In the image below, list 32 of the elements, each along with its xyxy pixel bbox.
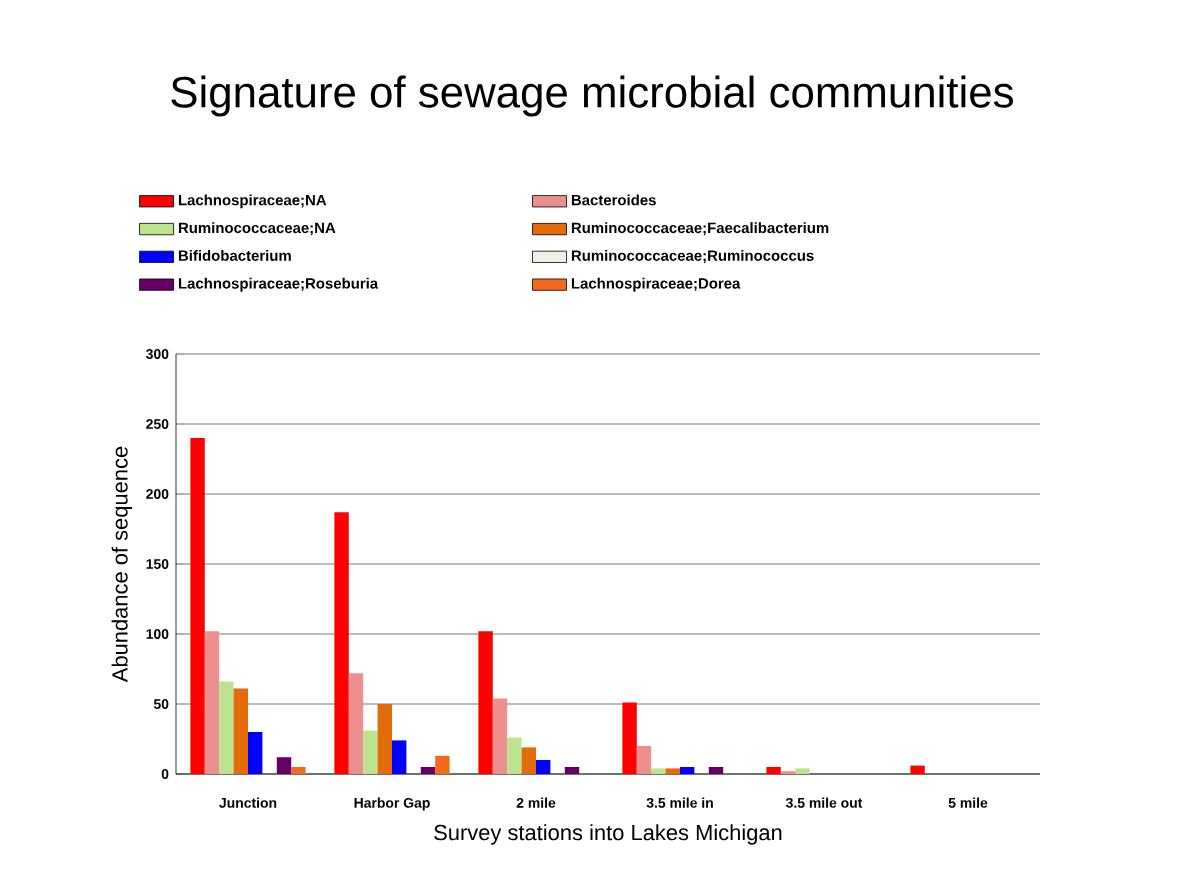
bar — [478, 631, 493, 774]
bar — [636, 746, 652, 774]
bar — [521, 747, 536, 774]
bar — [766, 767, 781, 774]
bar — [392, 740, 407, 774]
bar — [622, 702, 637, 774]
bar — [564, 767, 580, 774]
bar — [291, 767, 306, 774]
bar — [536, 760, 551, 774]
bar — [651, 768, 666, 774]
bar — [204, 631, 220, 774]
bar — [507, 737, 522, 774]
bar — [248, 732, 263, 774]
bar — [190, 438, 205, 774]
bar — [420, 767, 436, 774]
bar — [377, 704, 392, 774]
bar — [276, 757, 292, 774]
bar — [363, 730, 378, 774]
x-axis-title: Survey stations into Lakes Michigan — [434, 824, 782, 845]
bar — [492, 698, 508, 774]
bar — [435, 755, 450, 774]
bar — [334, 512, 349, 774]
bar — [665, 768, 680, 774]
bar — [233, 688, 248, 774]
bar — [708, 767, 724, 774]
y-axis-title: Abundance of sequence — [111, 446, 132, 683]
bar — [680, 767, 695, 774]
bar — [219, 681, 234, 774]
bar — [910, 765, 925, 774]
bar — [348, 673, 364, 774]
chart-title: Signature of sewage microbial communities — [171, 75, 1013, 117]
bar — [795, 768, 810, 774]
